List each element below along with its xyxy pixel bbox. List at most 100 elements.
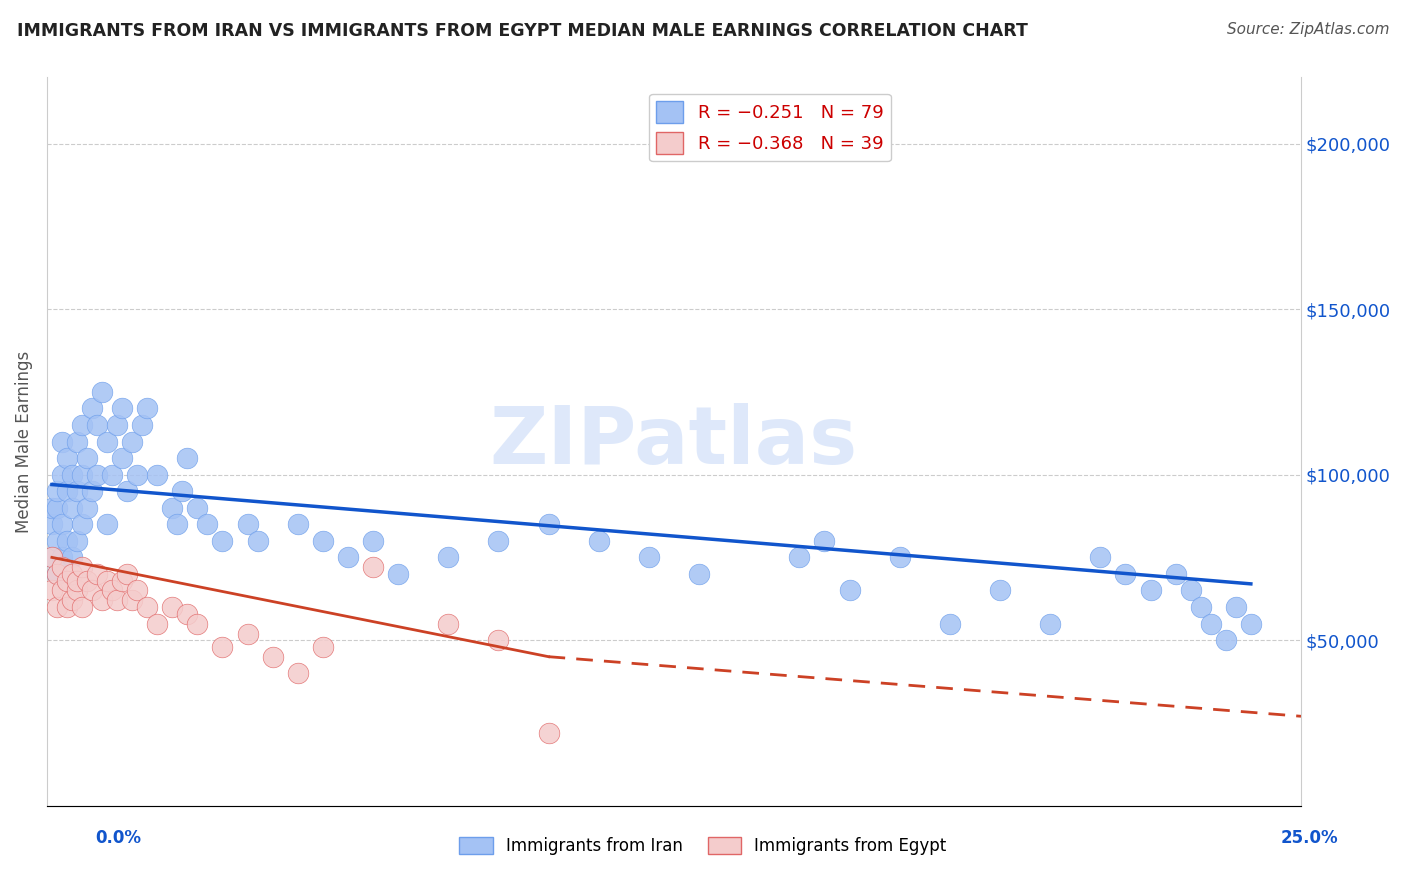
Point <box>287 666 309 681</box>
Point <box>537 726 560 740</box>
Point <box>41 500 63 515</box>
Point <box>60 566 83 581</box>
Point <box>60 550 83 565</box>
Text: 0.0%: 0.0% <box>96 829 142 847</box>
Point <box>45 566 67 581</box>
Point <box>91 384 114 399</box>
Point <box>813 533 835 548</box>
Point <box>56 574 79 588</box>
Point <box>80 484 103 499</box>
Point <box>101 467 124 482</box>
Point <box>1215 633 1237 648</box>
Point <box>486 633 509 648</box>
Point <box>56 600 79 615</box>
Point <box>70 517 93 532</box>
Text: 25.0%: 25.0% <box>1281 829 1339 847</box>
Point <box>197 517 219 532</box>
Point <box>45 566 67 581</box>
Point <box>70 560 93 574</box>
Point <box>437 550 460 565</box>
Point <box>688 566 710 581</box>
Point <box>1139 583 1161 598</box>
Point <box>60 467 83 482</box>
Point <box>60 500 83 515</box>
Point <box>96 574 118 588</box>
Point <box>136 401 159 416</box>
Point <box>186 500 208 515</box>
Point <box>70 600 93 615</box>
Point <box>41 517 63 532</box>
Point <box>312 640 335 654</box>
Point <box>51 434 73 449</box>
Point <box>136 600 159 615</box>
Y-axis label: Median Male Earnings: Median Male Earnings <box>15 351 32 533</box>
Point <box>45 500 67 515</box>
Point <box>115 566 138 581</box>
Legend: Immigrants from Iran, Immigrants from Egypt: Immigrants from Iran, Immigrants from Eg… <box>453 830 953 862</box>
Point <box>51 550 73 565</box>
Text: IMMIGRANTS FROM IRAN VS IMMIGRANTS FROM EGYPT MEDIAN MALE EARNINGS CORRELATION C: IMMIGRANTS FROM IRAN VS IMMIGRANTS FROM … <box>17 22 1028 40</box>
Point <box>76 500 98 515</box>
Point <box>56 484 79 499</box>
Point <box>162 600 184 615</box>
Point <box>60 593 83 607</box>
Point <box>111 401 134 416</box>
Point <box>51 560 73 574</box>
Point <box>41 550 63 565</box>
Text: ZIPatlas: ZIPatlas <box>489 402 858 481</box>
Point <box>186 616 208 631</box>
Point <box>121 593 143 607</box>
Point <box>287 517 309 532</box>
Point <box>166 517 188 532</box>
Point <box>66 484 89 499</box>
Point <box>96 434 118 449</box>
Point <box>66 533 89 548</box>
Point <box>387 566 409 581</box>
Point <box>1090 550 1112 565</box>
Point <box>101 583 124 598</box>
Point <box>246 533 269 548</box>
Point <box>56 451 79 466</box>
Point <box>66 574 89 588</box>
Point <box>115 484 138 499</box>
Point <box>96 517 118 532</box>
Point <box>51 517 73 532</box>
Point <box>66 434 89 449</box>
Point <box>66 583 89 598</box>
Point <box>1180 583 1202 598</box>
Point <box>127 583 149 598</box>
Point <box>80 401 103 416</box>
Point <box>361 533 384 548</box>
Point <box>146 467 169 482</box>
Point <box>1164 566 1187 581</box>
Point <box>637 550 659 565</box>
Point <box>41 583 63 598</box>
Point <box>162 500 184 515</box>
Point <box>236 626 259 640</box>
Point <box>86 417 108 432</box>
Point <box>86 467 108 482</box>
Point <box>91 593 114 607</box>
Point <box>838 583 860 598</box>
Point <box>41 550 63 565</box>
Point <box>336 550 359 565</box>
Point <box>51 583 73 598</box>
Point <box>236 517 259 532</box>
Point <box>1240 616 1263 631</box>
Point <box>127 467 149 482</box>
Point <box>312 533 335 548</box>
Legend: R = −0.251   N = 79, R = −0.368   N = 39: R = −0.251 N = 79, R = −0.368 N = 39 <box>650 94 890 161</box>
Point <box>988 583 1011 598</box>
Point <box>70 417 93 432</box>
Point <box>1039 616 1062 631</box>
Point <box>86 566 108 581</box>
Point <box>889 550 911 565</box>
Text: Source: ZipAtlas.com: Source: ZipAtlas.com <box>1226 22 1389 37</box>
Point <box>70 467 93 482</box>
Point <box>361 560 384 574</box>
Point <box>45 533 67 548</box>
Point <box>176 607 198 621</box>
Point <box>111 451 134 466</box>
Point <box>121 434 143 449</box>
Point <box>1199 616 1222 631</box>
